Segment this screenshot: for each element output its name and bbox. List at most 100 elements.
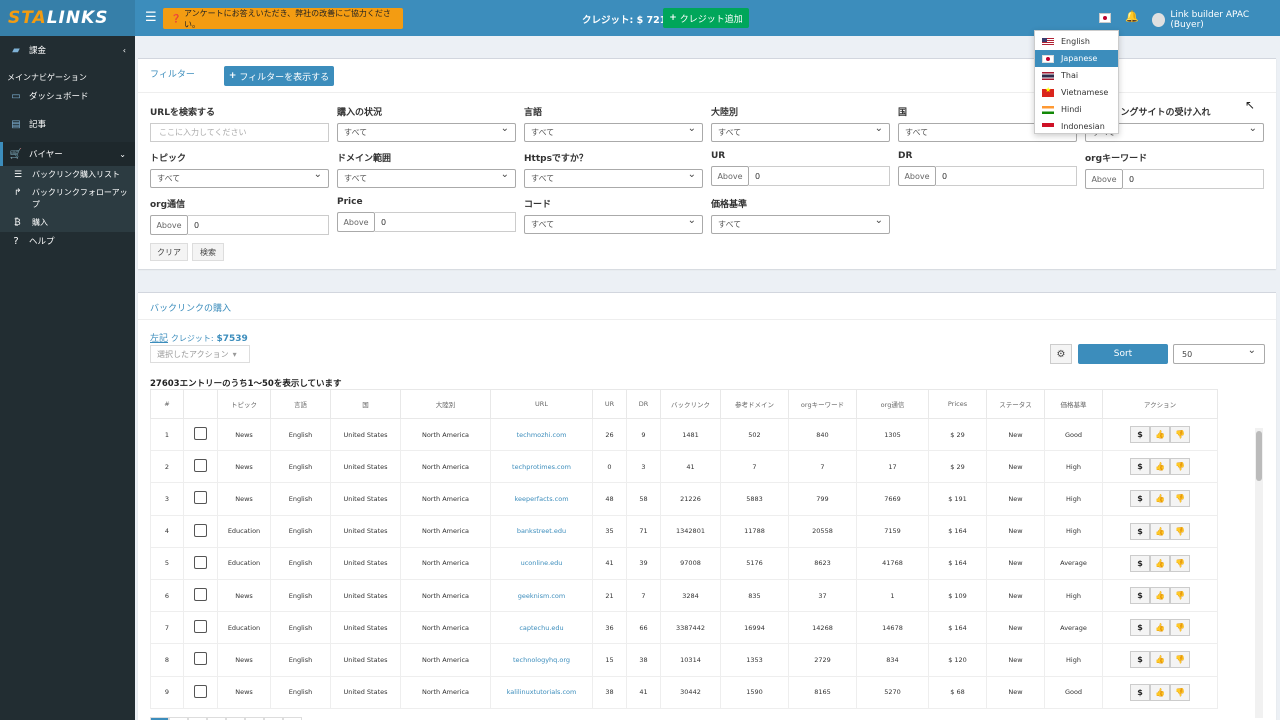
dollar-icon[interactable]: $ (1130, 522, 1150, 540)
thumbs-down-icon[interactable]: 👎 (1170, 651, 1190, 669)
above-toggle[interactable]: Above (150, 215, 188, 235)
dollar-icon[interactable]: $ (1130, 651, 1150, 669)
purchase-status-select[interactable]: すべて (337, 123, 516, 142)
bell-icon[interactable]: 🔔 (1125, 10, 1139, 23)
scrollbar-thumb[interactable] (1256, 431, 1262, 481)
row-checkbox[interactable] (194, 459, 207, 473)
column-header[interactable]: 大陸別 (400, 389, 491, 419)
column-header[interactable]: 参考ドメイン (720, 389, 789, 419)
continent-select[interactable]: すべて (711, 123, 890, 142)
page-button[interactable] (207, 717, 226, 720)
lang-japanese[interactable]: Japanese (1035, 50, 1118, 67)
column-header[interactable]: UR (592, 389, 627, 419)
above-toggle[interactable]: Above (898, 166, 936, 186)
domain-range-select[interactable]: すべて (337, 169, 516, 188)
row-checkbox[interactable] (194, 427, 207, 441)
row-checkbox[interactable] (194, 620, 207, 634)
page-button[interactable] (226, 717, 245, 720)
org-traffic-input[interactable]: 0 (188, 215, 329, 235)
thumbs-up-icon[interactable]: 👍 (1150, 522, 1170, 540)
https-select[interactable]: すべて (524, 169, 703, 188)
japan-flag-icon[interactable] (1099, 13, 1111, 23)
app-logo[interactable]: STA LINKS (0, 0, 135, 36)
above-toggle[interactable]: Above (1085, 169, 1123, 189)
url-search-input[interactable]: ここに入力してください (150, 123, 329, 142)
row-checkbox[interactable] (194, 555, 207, 569)
url-link[interactable]: techprotimes.com (490, 450, 593, 484)
thumbs-up-icon[interactable]: 👍 (1150, 619, 1170, 637)
column-header[interactable]: ステータス (986, 389, 1045, 419)
column-header[interactable]: DR (626, 389, 661, 419)
lang-english[interactable]: English (1035, 33, 1118, 50)
row-checkbox[interactable] (194, 652, 207, 666)
column-header[interactable]: 言語 (270, 389, 331, 419)
user-menu[interactable]: Link builder APAC (Buyer) (1152, 10, 1280, 30)
column-header[interactable]: トピック (217, 389, 271, 419)
thumbs-up-icon[interactable]: 👍 (1150, 554, 1170, 572)
sidebar-item-billing[interactable]: ▰ 課金 ‹ (0, 38, 135, 62)
above-toggle[interactable]: Above (711, 166, 749, 186)
thumbs-up-icon[interactable]: 👍 (1150, 490, 1170, 508)
page-button[interactable] (150, 717, 169, 720)
row-checkbox[interactable] (194, 588, 207, 602)
add-credit-button[interactable]: + クレジット追加 (663, 8, 749, 28)
column-header[interactable]: URL (490, 389, 593, 419)
thumbs-up-icon[interactable]: 👍 (1150, 651, 1170, 669)
url-link[interactable]: bankstreet.edu (490, 514, 593, 548)
sidebar-subitem-followup[interactable]: ↱ バックリンクフォローアップ (0, 184, 135, 214)
page-size-select[interactable]: 50 (1173, 344, 1265, 364)
thumbs-down-icon[interactable]: 👎 (1170, 683, 1190, 701)
thumbs-down-icon[interactable]: 👎 (1170, 554, 1190, 572)
row-checkbox[interactable] (194, 491, 207, 505)
thumbs-down-icon[interactable]: 👎 (1170, 522, 1190, 540)
page-button[interactable] (283, 717, 302, 720)
above-toggle[interactable]: Above (337, 212, 375, 232)
topic-select[interactable]: すべて (150, 169, 329, 188)
thumbs-up-icon[interactable]: 👍 (1150, 683, 1170, 701)
url-link[interactable]: keeperfacts.com (490, 482, 593, 516)
column-header[interactable]: # (150, 389, 184, 419)
url-link[interactable]: technologyhq.org (490, 643, 593, 677)
lang-thai[interactable]: Thai (1035, 67, 1118, 84)
column-header[interactable]: org通信 (856, 389, 929, 419)
lang-vietnamese[interactable]: Vietnamese (1035, 84, 1118, 101)
page-button[interactable] (169, 717, 188, 720)
dollar-icon[interactable]: $ (1130, 683, 1150, 701)
column-header[interactable]: Prices (928, 389, 987, 419)
selected-action-select[interactable]: 選択したアクション ▾ (150, 345, 250, 363)
column-header[interactable]: アクション (1102, 389, 1218, 419)
url-link[interactable]: kalilinuxtutorials.com (490, 675, 593, 709)
url-link[interactable]: uconline.edu (490, 546, 593, 580)
clear-button[interactable]: クリア (150, 243, 188, 261)
page-button[interactable] (188, 717, 207, 720)
sidebar-subitem-backlink-list[interactable]: ☰ バックリンク購入リスト (0, 166, 135, 184)
dollar-icon[interactable]: $ (1130, 458, 1150, 476)
thumbs-down-icon[interactable]: 👎 (1170, 458, 1190, 476)
column-header[interactable]: 国 (330, 389, 401, 419)
language-select[interactable]: すべて (524, 123, 703, 142)
price-basis-select[interactable]: すべて (711, 215, 890, 234)
dollar-icon[interactable]: $ (1130, 490, 1150, 508)
dollar-icon[interactable]: $ (1130, 554, 1150, 572)
show-filter-button[interactable]: + フィルターを表示する (224, 66, 334, 86)
gear-icon[interactable]: ⚙ (1050, 344, 1072, 364)
dollar-icon[interactable]: $ (1130, 619, 1150, 637)
thumbs-down-icon[interactable]: 👎 (1170, 619, 1190, 637)
sidebar-item-dashboard[interactable]: ▭ ダッシュボード (0, 84, 135, 108)
dollar-icon[interactable]: $ (1130, 426, 1150, 444)
org-keyword-input[interactable]: 0 (1123, 169, 1264, 189)
thumbs-up-icon[interactable]: 👍 (1150, 458, 1170, 476)
hamburger-icon[interactable]: ☰ (145, 10, 157, 25)
column-header[interactable]: バックリンク (660, 389, 721, 419)
lang-indonesian[interactable]: Indonesian (1035, 118, 1118, 135)
url-link[interactable]: captechu.edu (490, 611, 593, 645)
url-link[interactable]: geeknism.com (490, 578, 593, 613)
code-select[interactable]: すべて (524, 215, 703, 234)
survey-notice[interactable]: ❓ アンケートにお答えいただき、弊社の改善にご協力ください。 (163, 8, 403, 29)
thumbs-down-icon[interactable]: 👎 (1170, 490, 1190, 508)
search-button[interactable]: 検索 (192, 243, 224, 261)
lang-hindi[interactable]: Hindi (1035, 101, 1118, 118)
column-header[interactable]: 価格基準 (1044, 389, 1103, 419)
thumbs-down-icon[interactable]: 👎 (1170, 587, 1190, 605)
sidebar-item-help[interactable]: ? ヘルプ (0, 232, 135, 250)
